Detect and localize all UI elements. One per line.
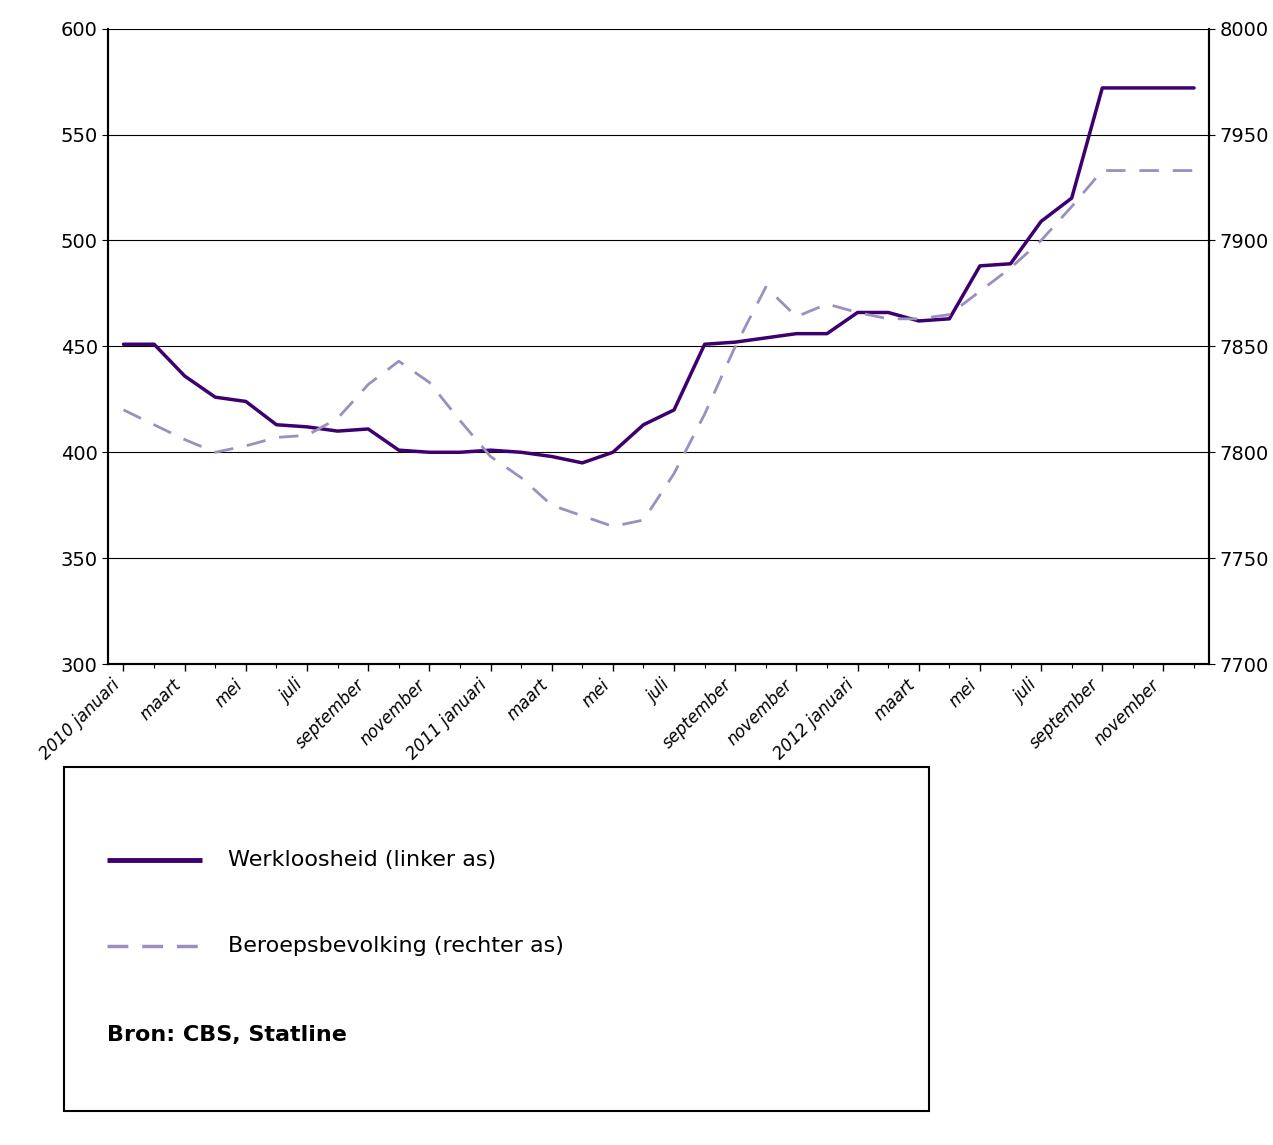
Text: Werkloosheid (linker as): Werkloosheid (linker as)	[228, 850, 496, 870]
Text: Beroepsbevolking (rechter as): Beroepsbevolking (rechter as)	[228, 935, 564, 956]
Text: Bron: CBS, Statline: Bron: CBS, Statline	[107, 1025, 346, 1045]
FancyBboxPatch shape	[64, 767, 929, 1111]
